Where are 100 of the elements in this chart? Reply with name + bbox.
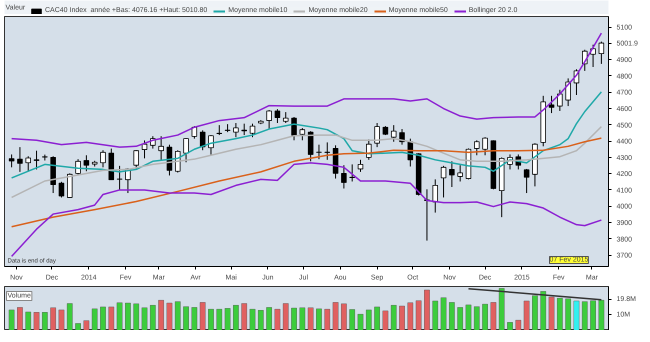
candlestick [524, 168, 530, 194]
candlestick [358, 159, 364, 172]
candlestick [66, 172, 73, 198]
bar [399, 306, 405, 330]
candlestick [158, 136, 164, 161]
candlestick [308, 130, 314, 162]
bar [582, 301, 588, 330]
bar [142, 308, 148, 330]
candlestick [324, 142, 330, 160]
candlestick [116, 165, 122, 190]
bar [466, 304, 472, 330]
bar [407, 302, 414, 330]
bar [349, 309, 356, 330]
bar [299, 308, 306, 330]
candlestick [84, 154, 90, 172]
bar [482, 304, 488, 330]
candlestick [250, 123, 256, 138]
bar [565, 298, 572, 330]
candlestick [183, 138, 189, 163]
candlestick [233, 122, 239, 138]
bar [515, 320, 522, 330]
bar [233, 305, 239, 330]
bar [366, 310, 372, 330]
bar [474, 306, 480, 330]
bar [507, 322, 513, 330]
bar [532, 295, 538, 330]
bar [424, 290, 430, 330]
candlestick [374, 122, 380, 148]
bar [17, 307, 23, 330]
bar [382, 310, 388, 330]
bar [183, 306, 189, 330]
candlestick [432, 178, 438, 214]
bar [116, 302, 122, 330]
bar [174, 301, 181, 330]
candlestick [25, 156, 32, 172]
candlestick [341, 164, 347, 189]
bar [58, 310, 64, 330]
bar [324, 308, 330, 330]
bar [390, 305, 397, 330]
bar [416, 300, 422, 330]
line-series [10, 91, 602, 179]
candlestick [291, 116, 297, 141]
bar [440, 297, 446, 330]
candlestick [8, 154, 14, 168]
bar [291, 308, 297, 330]
candlestick [17, 146, 23, 172]
bar [374, 306, 380, 330]
bar [216, 308, 222, 330]
candlestick [390, 124, 396, 142]
bar [432, 300, 438, 330]
bar [108, 306, 114, 330]
bar [100, 306, 106, 330]
bar [133, 304, 140, 330]
bar [590, 300, 596, 330]
candlestick [274, 108, 280, 124]
bar [92, 308, 98, 330]
bar [125, 302, 131, 330]
candlestick [548, 95, 554, 114]
bar [166, 302, 172, 330]
bar [75, 323, 81, 330]
bar [524, 300, 530, 330]
bar [498, 288, 505, 330]
bar [332, 302, 338, 330]
candlestick [474, 140, 480, 156]
bar [266, 307, 272, 330]
bar [308, 308, 314, 330]
bar [341, 304, 347, 330]
candlestick [440, 165, 446, 198]
bar [358, 314, 364, 330]
candlestick [300, 128, 306, 141]
candlestick [482, 136, 488, 156]
bar [574, 300, 580, 330]
bar [8, 310, 14, 330]
candlestick [282, 112, 289, 124]
candlestick [557, 89, 563, 112]
bar [241, 303, 248, 330]
candlestick [142, 140, 148, 159]
line-series [10, 137, 602, 228]
bar [158, 300, 164, 330]
bar [84, 320, 90, 330]
bar [25, 312, 32, 330]
bar [448, 302, 455, 330]
bar [150, 305, 156, 330]
candlestick [100, 150, 106, 168]
bar [34, 312, 40, 330]
bar [490, 302, 496, 330]
bar [250, 308, 256, 330]
candlestick [449, 160, 455, 188]
candlestick [457, 164, 463, 182]
bar [556, 298, 563, 330]
bar [191, 307, 198, 330]
candlestick [216, 124, 222, 136]
candlestick [266, 109, 272, 130]
bar [316, 308, 322, 330]
bar [200, 302, 206, 330]
candlestick [34, 150, 40, 170]
line-series [10, 162, 602, 258]
bar [66, 303, 73, 330]
candlestick [58, 181, 64, 198]
line-series [10, 32, 602, 148]
